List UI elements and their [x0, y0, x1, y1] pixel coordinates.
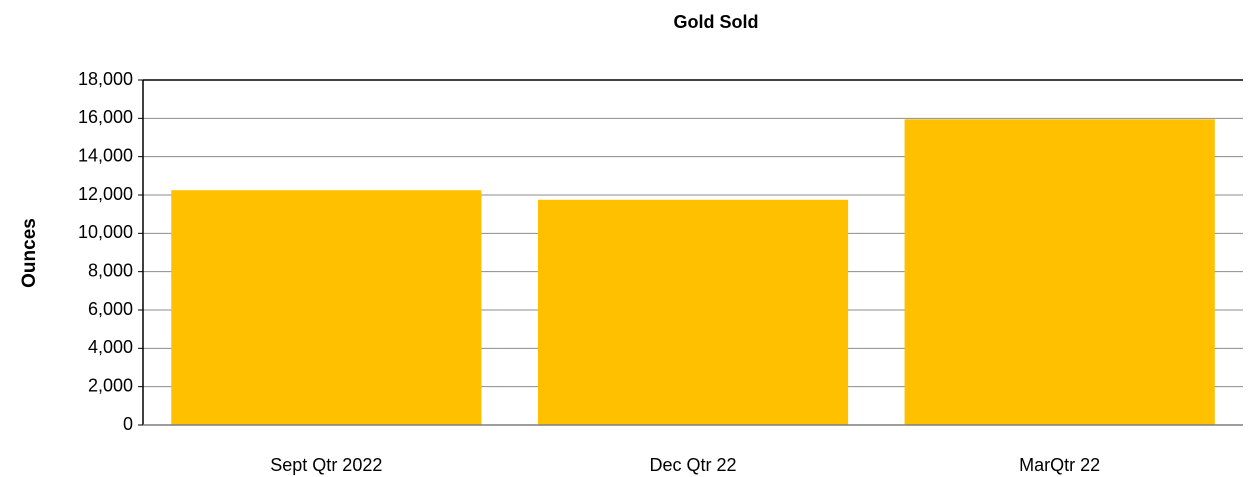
y-tick-label: 8,000 [88, 260, 133, 280]
y-tick-label: 2,000 [88, 375, 133, 395]
y-axis-label: Ounces [19, 218, 40, 288]
x-tick-label: Sept Qtr 2022 [270, 455, 382, 475]
y-tick-label: 18,000 [78, 69, 133, 89]
x-tick-label: Dec Qtr 22 [649, 455, 736, 475]
y-tick-label: 12,000 [78, 184, 133, 204]
chart-title: Gold Sold [674, 12, 759, 32]
y-tick-label: 16,000 [78, 107, 133, 127]
y-tick-label: 0 [123, 414, 133, 434]
y-tick-label: 14,000 [78, 145, 133, 165]
bar [171, 190, 482, 425]
bar [537, 199, 849, 425]
bar [904, 119, 1215, 426]
y-tick-label: 6,000 [88, 299, 133, 319]
y-tick-label: 4,000 [88, 337, 133, 357]
y-tick-label: 10,000 [78, 222, 133, 242]
x-tick-label: MarQtr 22 [1019, 455, 1100, 475]
